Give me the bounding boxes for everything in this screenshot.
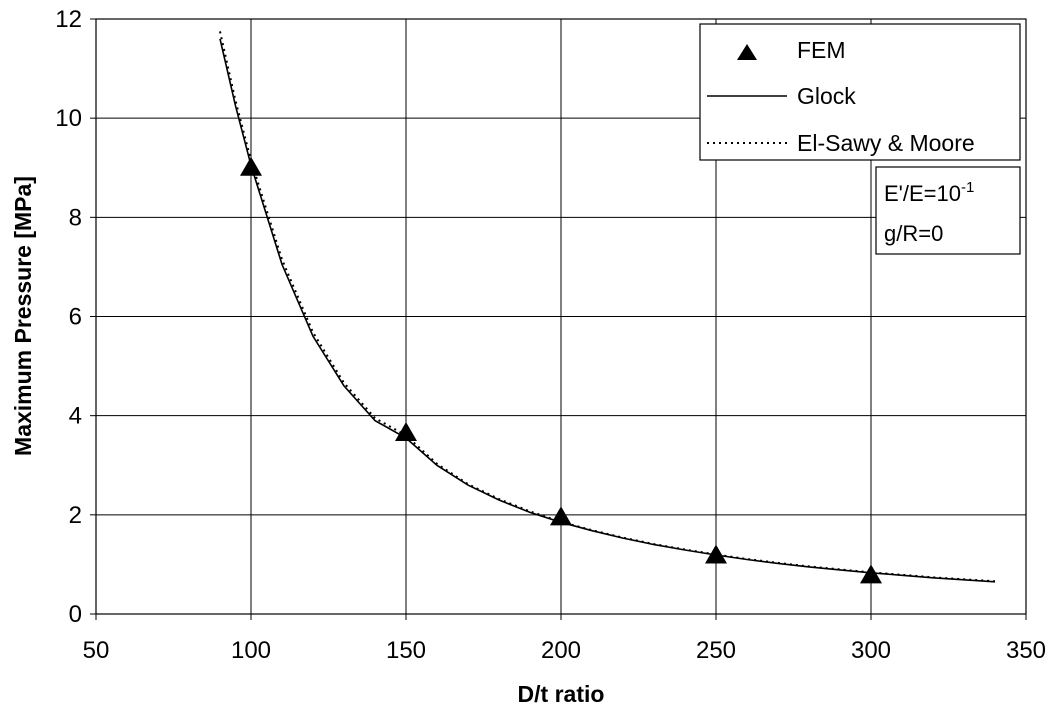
x-tick-label: 100	[231, 637, 271, 664]
annotation-line-1: E'/E=10-1	[884, 179, 974, 206]
x-tick-label: 50	[83, 637, 110, 664]
legend-fem-marker	[737, 44, 757, 60]
y-tick-labels: 0 2 4 6 8 10 12	[55, 6, 96, 628]
legend: FEM Glock El-Sawy & Moore	[699, 23, 1021, 161]
fem-marker	[705, 544, 727, 564]
y-tick-label: 4	[69, 403, 82, 430]
y-tick-label: 12	[55, 6, 82, 33]
x-tick-label: 200	[541, 637, 581, 664]
annotation-line-2: g/R=0	[884, 221, 943, 246]
glock-line	[219, 38, 996, 583]
x-tick-label: 300	[851, 637, 891, 664]
annotation-exponent: -1	[961, 179, 974, 196]
y-tick-label: 6	[69, 304, 82, 331]
x-axis-title: D/t ratio	[518, 681, 605, 707]
fem-marker	[395, 422, 417, 442]
legend-elsawy-label: El-Sawy & Moore	[797, 130, 975, 156]
legend-box	[699, 23, 1021, 161]
y-tick-label: 10	[55, 105, 82, 132]
annotation-box	[875, 166, 1021, 255]
x-tick-label: 150	[386, 637, 426, 664]
x-tick-labels: 50 100 150 200 250 300 350	[83, 614, 1046, 664]
y-axis-title: Maximum Pressure [MPa]	[10, 176, 36, 456]
y-tick-label: 2	[69, 502, 82, 529]
fem-marker	[550, 506, 572, 526]
x-tick-label: 350	[1006, 637, 1046, 664]
fem-markers	[240, 156, 882, 584]
series-lines	[219, 31, 996, 583]
fem-marker	[860, 564, 882, 584]
fem-marker	[240, 156, 262, 176]
y-tick-label: 8	[69, 204, 82, 231]
legend-fem-label: FEM	[797, 37, 846, 63]
x-tick-label: 250	[696, 637, 736, 664]
y-tick-label: 0	[69, 601, 82, 628]
annotation: E'/E=10-1 g/R=0	[875, 166, 1021, 255]
legend-glock-label: Glock	[797, 83, 856, 109]
